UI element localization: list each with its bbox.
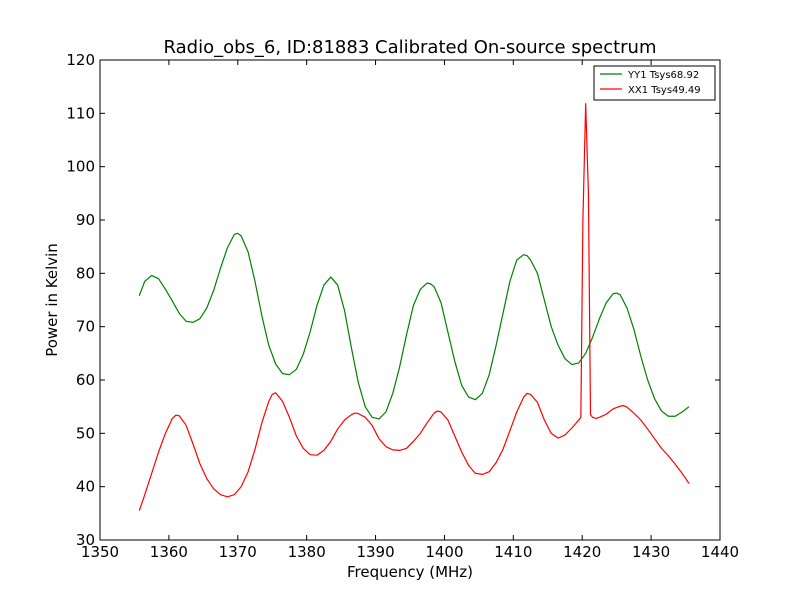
x-tick-label: 1360 [150,543,188,561]
series-line-0 [138,232,690,420]
series-line-1 [138,103,690,511]
x-tick-label: 1400 [425,543,463,561]
x-tick-label: 1430 [632,543,670,561]
x-tick-label: 1350 [81,543,119,561]
legend-label-xx1: XX1 Tsys49.49 [628,85,701,96]
x-tick-label: 1420 [563,543,601,561]
x-tick-label: 1380 [288,543,326,561]
x-tick-label: 1370 [219,543,257,561]
series-layer [138,103,690,511]
y-tick-label: 120 [66,51,95,69]
y-axis-label: Power in Kelvin [43,243,61,357]
legend: YY1 Tsys68.92 XX1 Tsys49.49 [593,65,716,101]
ticks-layer: 1350 1360 1370 1380 1390 1400 1410 1420 1430 1440… [66,51,739,561]
legend-box [593,65,716,101]
chart-title: Radio_obs_6, ID:81883 Calibrated On-sour… [164,37,657,58]
x-axis-label: Frequency (MHz) [347,563,473,581]
y-tick-label: 50 [76,424,95,442]
y-tick-label: 90 [76,211,95,229]
plot-frame [99,59,721,541]
legend-label-yy1: YY1 Tsys68.92 [627,70,699,81]
x-tick-label: 1440 [701,543,739,561]
y-tick-label: 100 [66,158,95,176]
y-tick-label: 30 [76,531,95,549]
x-tick-label: 1390 [356,543,394,561]
y-tick-label: 80 [76,264,95,282]
y-tick-label: 60 [76,371,95,389]
y-tick-label: 110 [66,104,95,122]
y-tick-label: 70 [76,318,95,336]
y-tick-label: 40 [76,478,95,496]
x-tick-label: 1410 [494,543,532,561]
